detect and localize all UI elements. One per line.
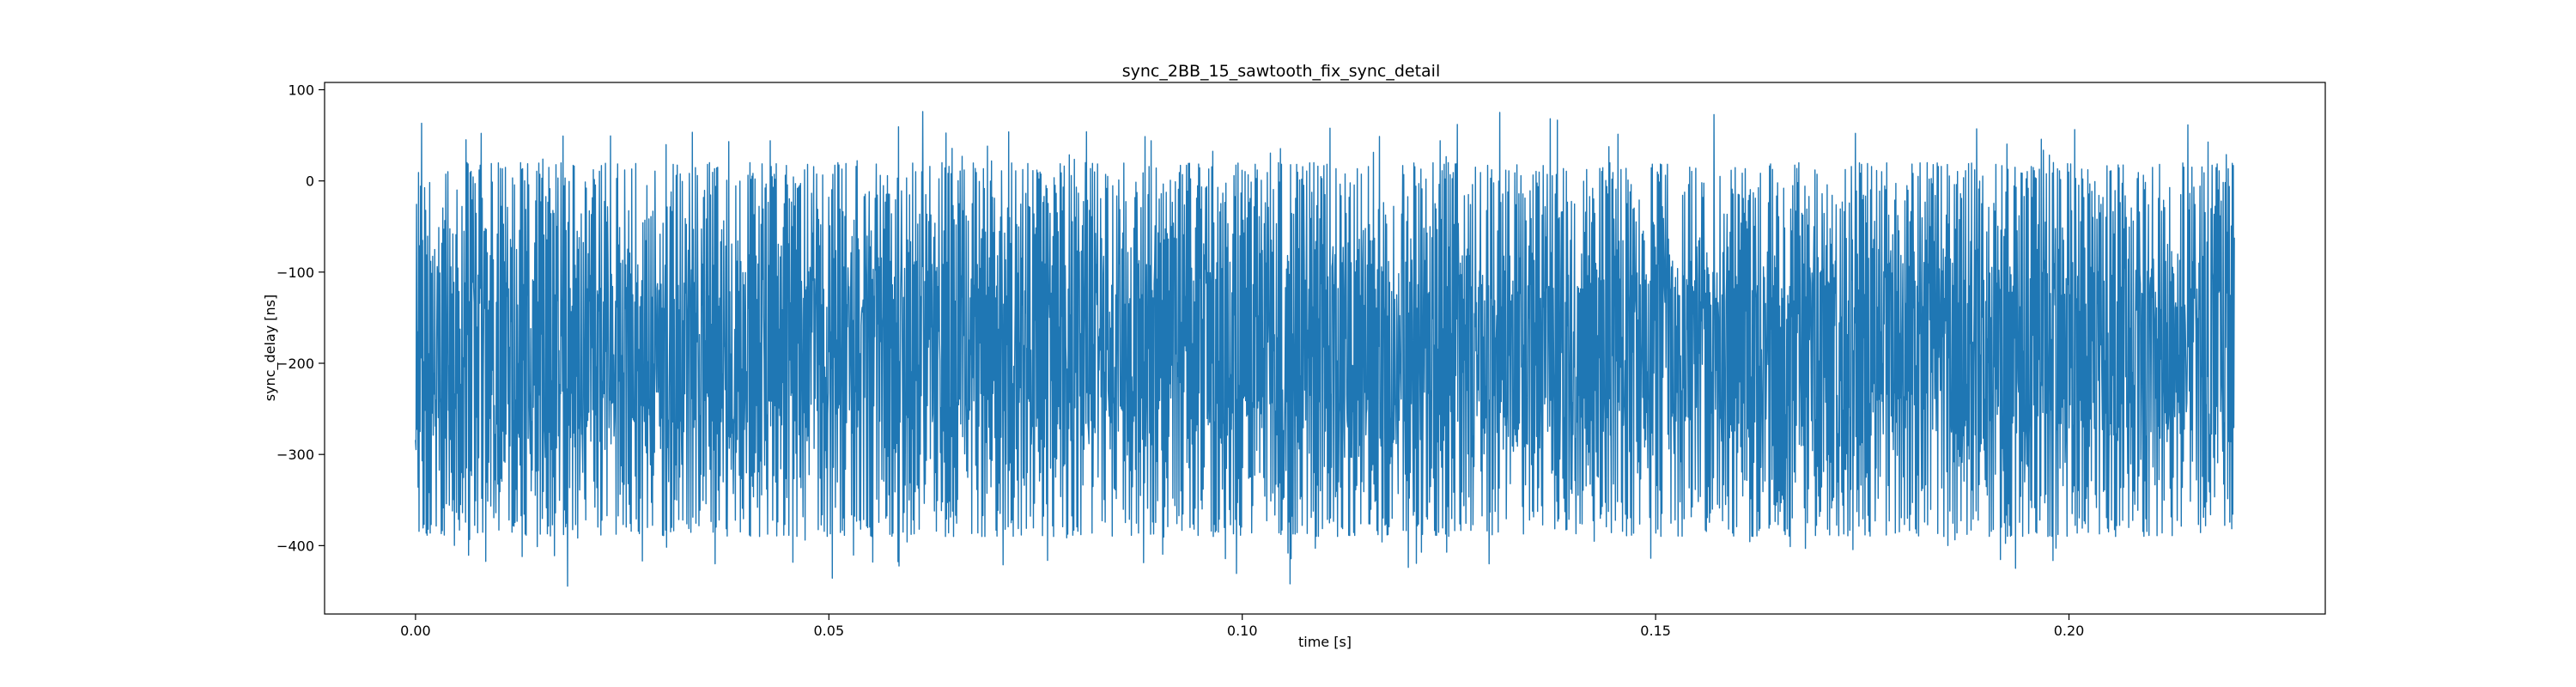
y-tick-label: 100 [288, 82, 314, 98]
y-tick-label: −300 [276, 447, 314, 463]
x-axis-title: time [s] [1298, 634, 1352, 650]
y-tick-label: 0 [306, 173, 314, 190]
y-tick-label: −100 [276, 264, 314, 281]
y-axis: 100 0 −100 −200 −300 −400 [276, 82, 325, 554]
x-tick-label: 0.10 [1227, 623, 1258, 639]
chart-title: sync_2BB_15_sawtooth_fix_sync_detail [1122, 62, 1440, 81]
y-tick-label: −400 [276, 538, 314, 554]
x-axis: 0.00 0.05 0.10 0.15 0.20 [400, 614, 2084, 639]
y-tick-label: −200 [276, 356, 314, 372]
x-tick-label: 0.00 [400, 623, 431, 639]
plot-frame [324, 82, 2326, 615]
y-axis-title: sync_delay [ns] [262, 295, 279, 402]
x-tick-label: 0.15 [1640, 623, 1671, 639]
series-layer [415, 111, 2235, 587]
x-tick-label: 0.20 [2054, 623, 2085, 639]
x-tick-label: 0.05 [814, 623, 845, 639]
series-line [415, 111, 2235, 587]
